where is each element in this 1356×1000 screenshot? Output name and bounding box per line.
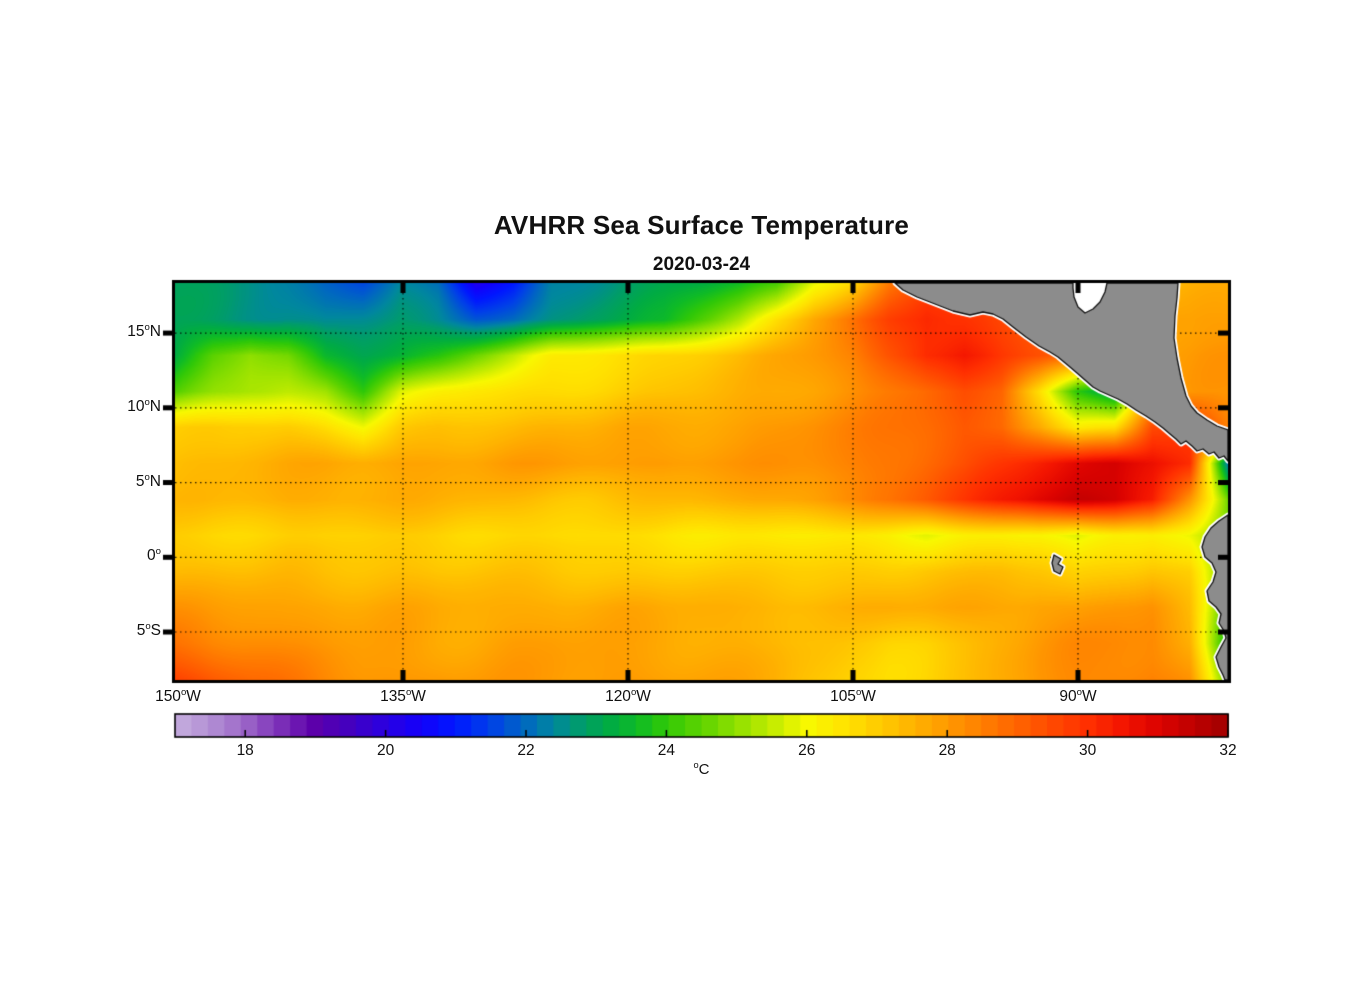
sst-map-canvas (0, 0, 1356, 1000)
page: { "title": "AVHRR Sea Surface Temperatur… (0, 0, 1356, 1000)
